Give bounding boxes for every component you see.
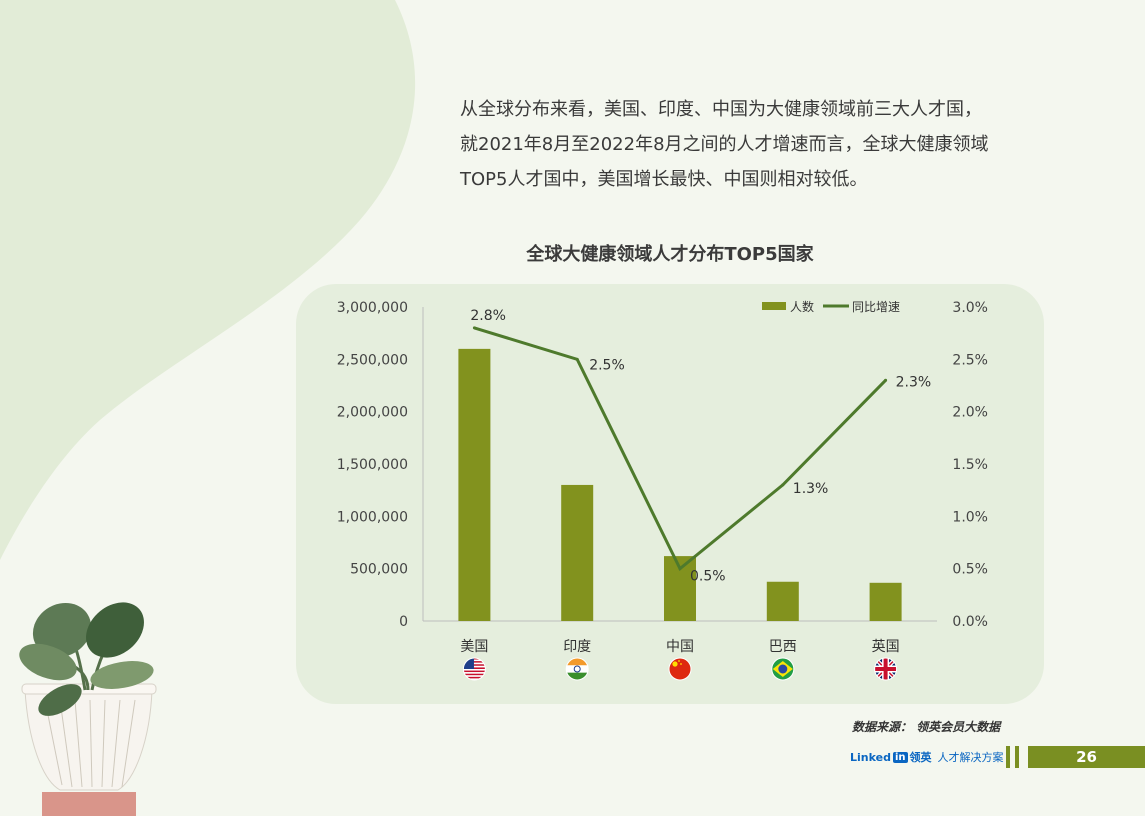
growth-data-label: 1.3% (793, 481, 829, 497)
legend-label-bar: 人数 (790, 299, 814, 314)
y-right-tick-label: 1.0% (952, 509, 988, 525)
growth-data-label: 2.8% (470, 308, 506, 324)
y-left-tick-label: 0 (399, 614, 408, 630)
india-flag-icon (565, 657, 589, 681)
y-right-tick-label: 0.5% (952, 562, 988, 578)
y-right-tick-label: 2.0% (952, 405, 988, 421)
legend-label-line: 同比增速 (852, 300, 900, 314)
growth-data-label: 2.3% (896, 374, 932, 390)
x-tick-label: 美国 (460, 639, 488, 655)
bar-0 (458, 348, 491, 621)
y-left-tick-label: 2,500,000 (337, 352, 408, 368)
x-tick-label: 英国 (872, 638, 900, 655)
uk-flag-icon (874, 657, 898, 681)
y-left-tick-label: 1,000,000 (337, 509, 408, 525)
brand-tagline: 人才解决方案 (937, 751, 1004, 764)
y-right-tick-label: 1.5% (952, 457, 988, 473)
bar-3 (766, 581, 799, 621)
growth-data-label: 2.5% (589, 357, 625, 373)
intro-line-2: 就2021年8月至2022年8月之间的人才增速而言，全球大健康领域 (460, 134, 989, 155)
bar-1 (561, 484, 594, 621)
data-source: 数据来源： 领英会员大数据 (852, 720, 1001, 734)
potted-plant-illustration (19, 602, 157, 816)
growth-point-2 (678, 567, 682, 571)
bar-4 (869, 582, 902, 621)
intro-paragraph: 从全球分布来看，美国、印度、中国为大健康领域前三大人才国， 就2021年8月至2… (460, 92, 1060, 197)
growth-point-1 (575, 357, 579, 361)
chart-title: 全球大健康领域人才分布TOP5国家 (526, 244, 814, 265)
linkedin-brand-logo: Linked in 领英 人才解决方案 (850, 749, 1004, 765)
us-flag-icon (462, 657, 486, 681)
brand-cn-text: 领英 (909, 751, 932, 764)
y-left-tick-label: 500,000 (350, 562, 408, 578)
growth-point-4 (884, 378, 888, 382)
y-left-tick-label: 3,000,000 (337, 300, 408, 316)
growth-data-label: 0.5% (690, 569, 726, 585)
x-tick-label: 中国 (666, 639, 694, 655)
china-flag-icon (668, 657, 692, 681)
y-left-tick-label: 1,500,000 (337, 457, 408, 473)
y-right-tick-label: 0.0% (952, 614, 988, 630)
intro-line-1: 从全球分布来看，美国、印度、中国为大健康领域前三大人才国， (460, 99, 982, 120)
y-right-tick-label: 2.5% (952, 352, 988, 368)
leaf-shape-background (0, 0, 416, 560)
intro-line-3: TOP5人才国中，美国增长最快、中国则相对较低。 (460, 169, 868, 190)
y-right-tick-label: 3.0% (952, 300, 988, 316)
page-number: 26 (1028, 746, 1145, 768)
x-tick-label: 巴西 (769, 639, 797, 655)
legend-swatch-bar (762, 302, 786, 310)
chart-panel (296, 284, 1044, 704)
growth-point-3 (781, 483, 785, 487)
y-left-tick-label: 2,000,000 (337, 405, 408, 421)
brazil-flag-icon (771, 657, 795, 681)
brand-linked-text: Linked (850, 750, 891, 764)
growth-point-0 (472, 326, 476, 330)
brand-in-box: in (892, 751, 908, 763)
x-tick-label: 印度 (563, 639, 591, 655)
growth-rate-line (473, 326, 887, 572)
